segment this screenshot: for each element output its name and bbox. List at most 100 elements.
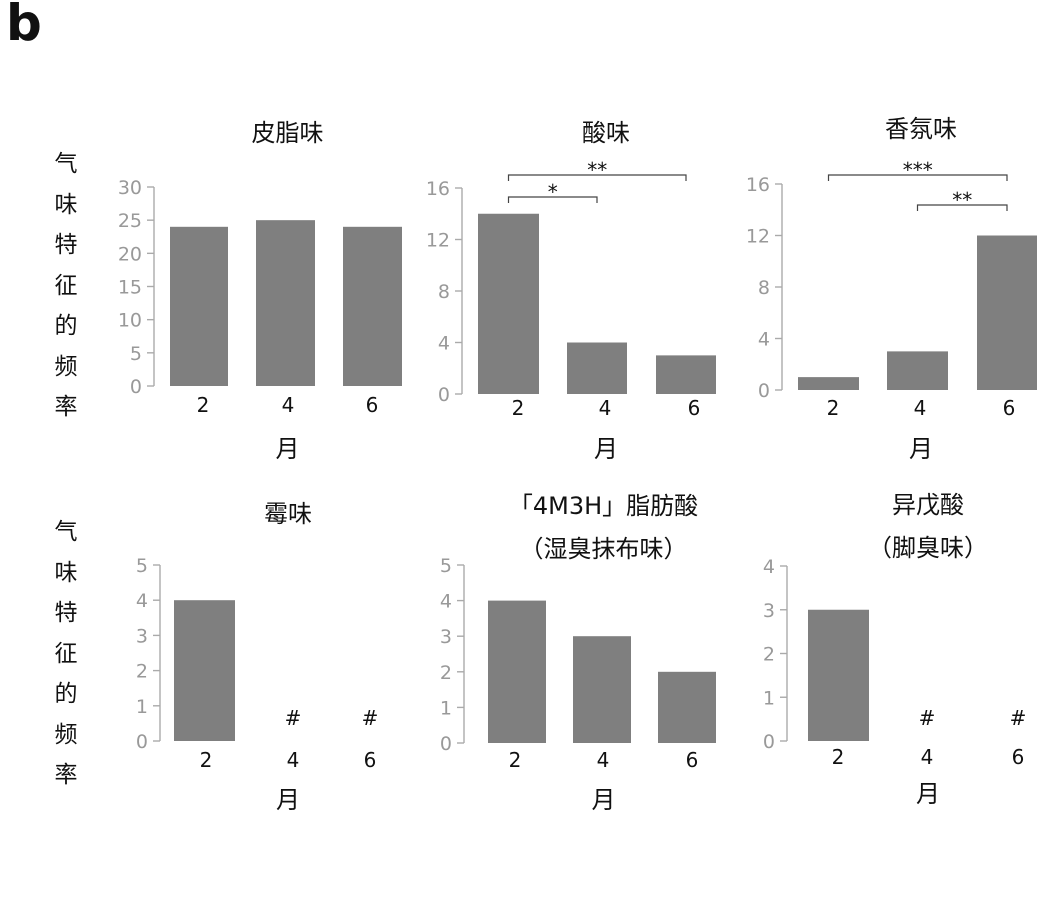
x-tick-label: 2 — [512, 396, 525, 420]
y-tick-label: 5 — [440, 555, 452, 577]
y-axis-label-char: 的 — [54, 681, 78, 707]
y-axis-label-char: 频 — [54, 353, 78, 380]
x-tick-label: 2 — [197, 393, 210, 417]
panel-letter: b — [6, 0, 42, 52]
bar — [887, 351, 948, 390]
bar — [478, 213, 539, 394]
y-tick-label: 30 — [118, 177, 142, 199]
no-data-marker: # — [1010, 706, 1027, 730]
x-tick-label: 4 — [914, 396, 927, 420]
y-tick-label: 8 — [758, 277, 770, 299]
y-axis-label-char: 味 — [54, 559, 78, 586]
bar — [573, 636, 631, 743]
bar — [808, 609, 869, 741]
y-tick-label: 10 — [118, 310, 142, 332]
y-axis-label-char: 率 — [54, 394, 78, 420]
bar — [488, 600, 546, 743]
no-data-marker: # — [285, 706, 302, 730]
x-tick-label: 4 — [921, 745, 934, 769]
x-axis-label: 月 — [909, 435, 933, 463]
chart-subtitle: （湿臭抹布味） — [520, 535, 688, 563]
y-axis-label-char: 征 — [54, 272, 78, 299]
x-tick-label: 6 — [1012, 745, 1025, 769]
bar — [977, 235, 1037, 390]
chart-title: 香氛味 — [885, 115, 957, 143]
x-axis-label: 月 — [916, 780, 940, 808]
bar — [567, 342, 627, 394]
x-axis-label: 月 — [592, 786, 616, 814]
x-tick-label: 6 — [366, 393, 379, 417]
y-axis-label-char: 特 — [54, 600, 78, 626]
significance-bracket — [507, 196, 598, 203]
bar — [174, 600, 235, 741]
bar — [798, 377, 859, 390]
y-tick-label: 0 — [440, 733, 452, 755]
bar — [170, 226, 228, 386]
y-tick-label: 16 — [746, 174, 770, 196]
x-tick-label: 4 — [599, 396, 612, 420]
x-tick-label: 2 — [200, 748, 213, 772]
y-tick-label: 25 — [118, 210, 142, 232]
y-tick-label: 0 — [758, 380, 770, 402]
bar — [656, 355, 716, 394]
y-tick-label: 5 — [130, 343, 142, 365]
x-tick-label: 6 — [686, 748, 699, 772]
x-tick-label: 6 — [1003, 396, 1016, 420]
significance-bracket — [827, 174, 1008, 181]
chart-title: 异戊酸 — [892, 491, 964, 519]
chart-title: 皮脂味 — [252, 119, 324, 147]
x-axis-label: 月 — [594, 435, 618, 463]
y-axis-label-char: 特 — [54, 232, 78, 258]
y-axis-label-char: 气 — [54, 519, 78, 545]
y-axis-label-char: 率 — [54, 762, 78, 788]
x-tick-label: 2 — [832, 745, 845, 769]
chart-title: 「4M3H」脂肪酸 — [509, 492, 698, 520]
x-tick-label: 2 — [827, 396, 840, 420]
y-tick-label: 12 — [746, 226, 770, 248]
y-tick-label: 4 — [758, 329, 770, 351]
y-tick-label: 1 — [440, 697, 452, 719]
y-tick-label: 2 — [763, 644, 775, 666]
y-tick-label: 1 — [763, 687, 775, 709]
significance-label: *** — [903, 158, 933, 182]
y-tick-label: 3 — [440, 626, 452, 648]
chart-title: 霉味 — [264, 500, 312, 528]
chart-subtitle: （脚臭味） — [868, 534, 988, 562]
y-tick-label: 2 — [440, 662, 452, 684]
no-data-marker: # — [919, 706, 936, 730]
x-tick-label: 4 — [282, 393, 295, 417]
x-tick-label: 6 — [364, 748, 377, 772]
y-axis-label-bottom: 气味特征的频率 — [46, 512, 86, 796]
significance-label: ** — [952, 188, 972, 212]
bar — [658, 671, 716, 743]
y-tick-label: 0 — [763, 731, 775, 753]
y-axis-label-char: 频 — [54, 721, 78, 748]
y-axis-label-char: 的 — [54, 313, 78, 339]
y-axis-label-char: 征 — [54, 640, 78, 667]
x-axis-label: 月 — [276, 786, 300, 814]
y-tick-label: 4 — [440, 591, 452, 613]
y-axis-label-char: 味 — [54, 191, 78, 218]
significance-bracket — [507, 174, 687, 181]
chart-title: 酸味 — [582, 119, 630, 147]
y-tick-label: 0 — [136, 731, 148, 753]
bar — [343, 226, 402, 386]
y-axis-label-top: 气味特征的频率 — [46, 144, 86, 428]
significance-bracket — [916, 204, 1008, 211]
bar — [256, 220, 315, 386]
y-tick-label: 4 — [136, 590, 148, 612]
y-tick-label: 3 — [136, 625, 148, 647]
y-tick-label: 12 — [426, 230, 450, 252]
y-tick-label: 8 — [438, 281, 450, 303]
significance-label: * — [548, 180, 558, 204]
y-tick-label: 1 — [136, 696, 148, 718]
x-tick-label: 2 — [509, 748, 522, 772]
no-data-marker: # — [362, 706, 379, 730]
y-tick-label: 20 — [118, 243, 142, 265]
y-tick-label: 5 — [136, 555, 148, 577]
x-tick-label: 4 — [597, 748, 610, 772]
significance-label: ** — [587, 158, 607, 182]
x-axis-label: 月 — [276, 435, 300, 463]
y-tick-label: 15 — [118, 277, 142, 299]
